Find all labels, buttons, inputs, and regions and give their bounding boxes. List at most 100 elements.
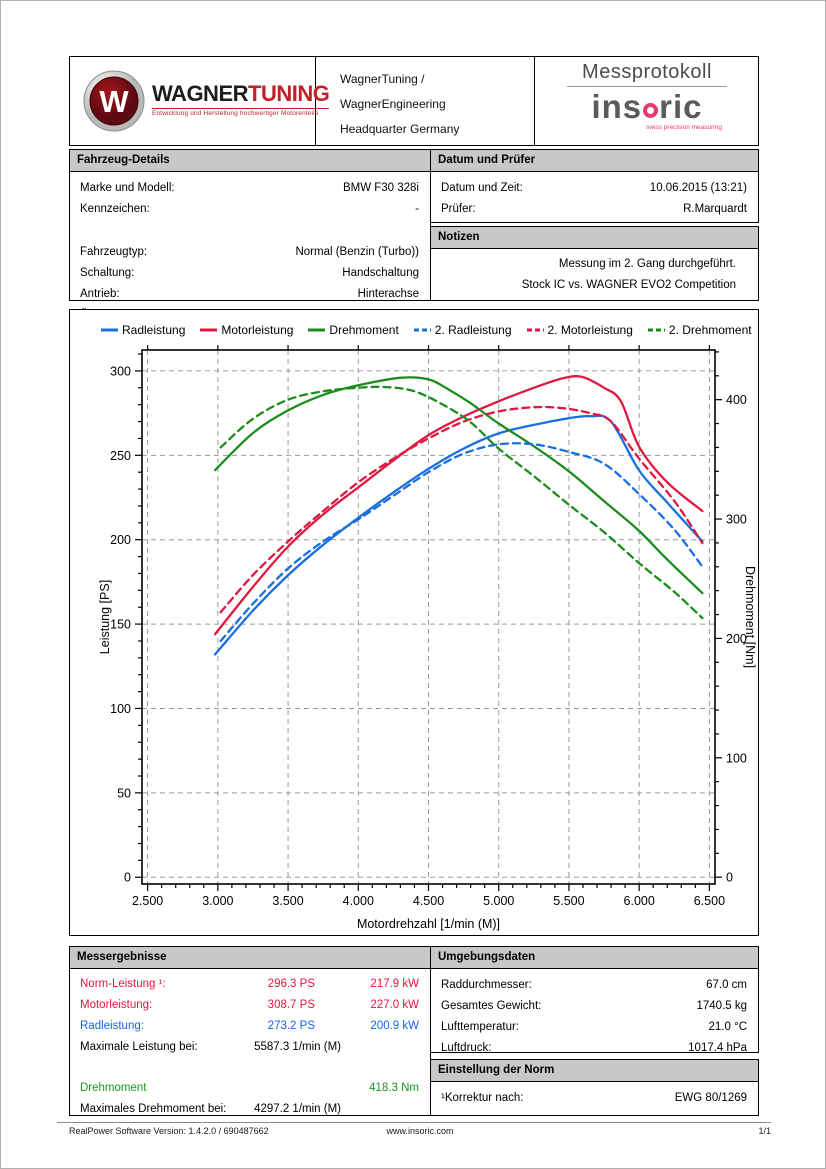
y-right-tick-label: 0 bbox=[726, 871, 733, 885]
row-value-kw: 200.9 kW bbox=[370, 1020, 419, 1032]
y-right-tick-label: 300 bbox=[726, 513, 747, 527]
date-examiner-panel: Datum und Prüfer Datum und Zeit: 10.06.20… bbox=[430, 149, 759, 223]
protocol-header: Messprotokoll ins ric swiss precision mea… bbox=[536, 61, 758, 131]
curve-motorleistung bbox=[213, 375, 704, 636]
norm-panel: Einstellung der Norm ¹Korrektur nach: EWG… bbox=[430, 1059, 759, 1116]
insoric-text-1: ins bbox=[591, 88, 643, 125]
footer-software-version: RealPower Software Version: 1.4.2.0 / 69… bbox=[69, 1126, 269, 1136]
legend-line-icon bbox=[101, 328, 118, 332]
x-tick-label: 4.500 bbox=[413, 894, 444, 908]
footer-page-number: 1/1 bbox=[758, 1126, 771, 1136]
brand-wordmark: WAGNERTUNING Entwicklung und Herstellung… bbox=[152, 81, 330, 117]
y-right-tick-label: 100 bbox=[726, 751, 747, 765]
row-value: BMW F30 328i bbox=[342, 182, 419, 194]
legend-line-icon bbox=[308, 328, 326, 332]
legend-item-2-radleistung: 2. Radleistung bbox=[413, 323, 512, 337]
row-value: 21.0 °C bbox=[708, 1021, 747, 1033]
legend-label: Radleistung bbox=[122, 323, 186, 337]
notes-title: Notizen bbox=[431, 227, 758, 249]
curve-drehmoment bbox=[213, 376, 704, 595]
header-divider-2 bbox=[534, 57, 536, 145]
curve-2-motorleistung bbox=[219, 405, 704, 614]
row-value-kw: 217.9 kW bbox=[370, 978, 419, 990]
table-row: Maximales Drehmoment bei: 4297.2 1/min (M… bbox=[80, 1099, 419, 1120]
x-tick-label: 5.500 bbox=[553, 894, 584, 908]
y-left-tick-label: 0 bbox=[124, 871, 131, 885]
table-row: Luftdruck: 1017.4 hPa bbox=[441, 1038, 747, 1059]
row-value-rpm: 4297.2 1/min (M) bbox=[254, 1103, 341, 1115]
y-left-tick-label: 50 bbox=[117, 786, 131, 800]
row-label: Radleistung: bbox=[80, 1020, 144, 1032]
environment-panel: Umgebungsdaten Raddurchmesser: 67.0 cm Ge… bbox=[430, 946, 759, 1054]
legend-item-2-motorleistung: 2. Motorleistung bbox=[526, 323, 633, 337]
insoric-text-2: ric bbox=[659, 88, 703, 125]
note-line: Messung im 2. Gang durchgeführt. bbox=[558, 258, 736, 270]
legend-label: 2. Motorleistung bbox=[547, 323, 633, 337]
row-value: Handschaltung bbox=[342, 267, 419, 279]
legend-item-motorleistung: Motorleistung bbox=[200, 323, 293, 337]
y-left-tick-label: 150 bbox=[110, 618, 131, 632]
row-value: R.Marquardt bbox=[683, 203, 747, 215]
y-left-axis-title: Leistung [PS] bbox=[98, 580, 112, 654]
row-label: Prüfer: bbox=[441, 203, 476, 215]
row-label: Motorleistung: bbox=[80, 999, 153, 1011]
y-left-tick-label: 250 bbox=[110, 449, 131, 463]
results-title: Messergebnisse bbox=[70, 947, 430, 969]
wagner-tuning-badge-icon: W bbox=[83, 70, 145, 137]
date-examiner-rows: Datum und Zeit: 10.06.2015 (13:21) Prüfer… bbox=[431, 172, 758, 220]
dyno-chart-panel: Radleistung Motorleistung Drehmoment 2. Rad… bbox=[69, 309, 759, 936]
x-tick-label: 6.500 bbox=[694, 894, 725, 908]
row-value-ps: 296.3 PS bbox=[267, 978, 315, 990]
row-label: Antrieb: bbox=[80, 288, 120, 300]
brand-name-red: TUNING bbox=[248, 81, 330, 106]
insoric-logo: ins ric bbox=[536, 90, 758, 124]
row-label: Schaltung: bbox=[80, 267, 135, 279]
row-value: Normal (Benzin (Turbo)) bbox=[295, 246, 419, 258]
vehicle-details-panel: Fahrzeug-Details Marke und Modell: BMW F3… bbox=[69, 149, 431, 321]
curve-radleistung bbox=[213, 414, 704, 656]
chart-legend: Radleistung Motorleistung Drehmoment 2. Rad… bbox=[101, 323, 752, 337]
y-left-tick-label: 300 bbox=[110, 364, 131, 378]
curve-2-radleistung bbox=[219, 442, 704, 643]
table-row: Gesamtes Gewicht: 1740.5 kg bbox=[441, 996, 747, 1017]
legend-label: 2. Drehmoment bbox=[668, 323, 752, 337]
company-line1: WagnerTuning / WagnerEngineering bbox=[340, 72, 446, 111]
table-row: Maximale Leistung bei: 5587.3 1/min (M) bbox=[80, 1037, 419, 1058]
y-right-tick-label: 200 bbox=[726, 632, 747, 646]
row-label: Luftdruck: bbox=[441, 1042, 492, 1054]
environment-title: Umgebungsdaten bbox=[431, 947, 758, 969]
table-row: Radleistung: 273.2 PS 200.9 kW bbox=[80, 1016, 419, 1037]
table-row: Motorleistung: 308.7 PS 227.0 kW bbox=[80, 995, 419, 1016]
row-label: Datum und Zeit: bbox=[441, 182, 523, 194]
y-right-axis-title: Drehmoment [Nm] bbox=[743, 566, 757, 668]
row-label: Gesamtes Gewicht: bbox=[441, 1000, 542, 1012]
table-row: Schaltung: Handschaltung bbox=[80, 263, 419, 284]
notes-lines: Messung im 2. Gang durchgeführt. Stock I… bbox=[431, 249, 758, 296]
y-right-tick-label: 400 bbox=[726, 393, 747, 407]
row-value-empty bbox=[203, 1078, 315, 1099]
row-label: Maximales Drehmoment bei: bbox=[80, 1103, 227, 1115]
row-value: EWG 80/1269 bbox=[674, 1092, 747, 1104]
vehicle-details-rows: Marke und Modell: BMW F30 328i Kennzeiche… bbox=[70, 172, 430, 326]
row-value-empty bbox=[315, 1037, 419, 1058]
notes-panel: Notizen Messung im 2. Gang durchgeführt.… bbox=[430, 226, 759, 301]
insoric-o-ring-icon bbox=[643, 103, 659, 118]
curve-2-drehmoment bbox=[219, 385, 704, 620]
row-value-ps: 308.7 PS bbox=[267, 999, 315, 1011]
row-value-ps: 273.2 PS bbox=[267, 1020, 315, 1032]
table-row: Drehmoment 418.3 Nm bbox=[80, 1078, 419, 1099]
legend-item-radleistung: Radleistung bbox=[101, 323, 185, 337]
protocol-title: Messprotokoll bbox=[582, 61, 712, 83]
row-label: Norm-Leistung ¹: bbox=[80, 978, 166, 990]
table-row: Fahrzeugtyp: Normal (Benzin (Turbo)) bbox=[80, 242, 419, 263]
table-row: Marke und Modell: BMW F30 328i bbox=[80, 178, 419, 199]
x-tick-label: 5.000 bbox=[483, 894, 514, 908]
legend-label: Drehmoment bbox=[329, 323, 399, 337]
y-left-tick-label: 200 bbox=[110, 533, 131, 547]
vehicle-details-title: Fahrzeug-Details bbox=[70, 150, 430, 172]
footer-divider bbox=[57, 1122, 771, 1123]
row-label: Fahrzeugtyp: bbox=[80, 246, 148, 258]
dyno-chart-svg: 2.500 3.000 3.500 4.000 4.500 5.000 5.500 6.000… bbox=[98, 345, 757, 931]
row-value-rpm: 5587.3 1/min (M) bbox=[254, 1041, 341, 1053]
